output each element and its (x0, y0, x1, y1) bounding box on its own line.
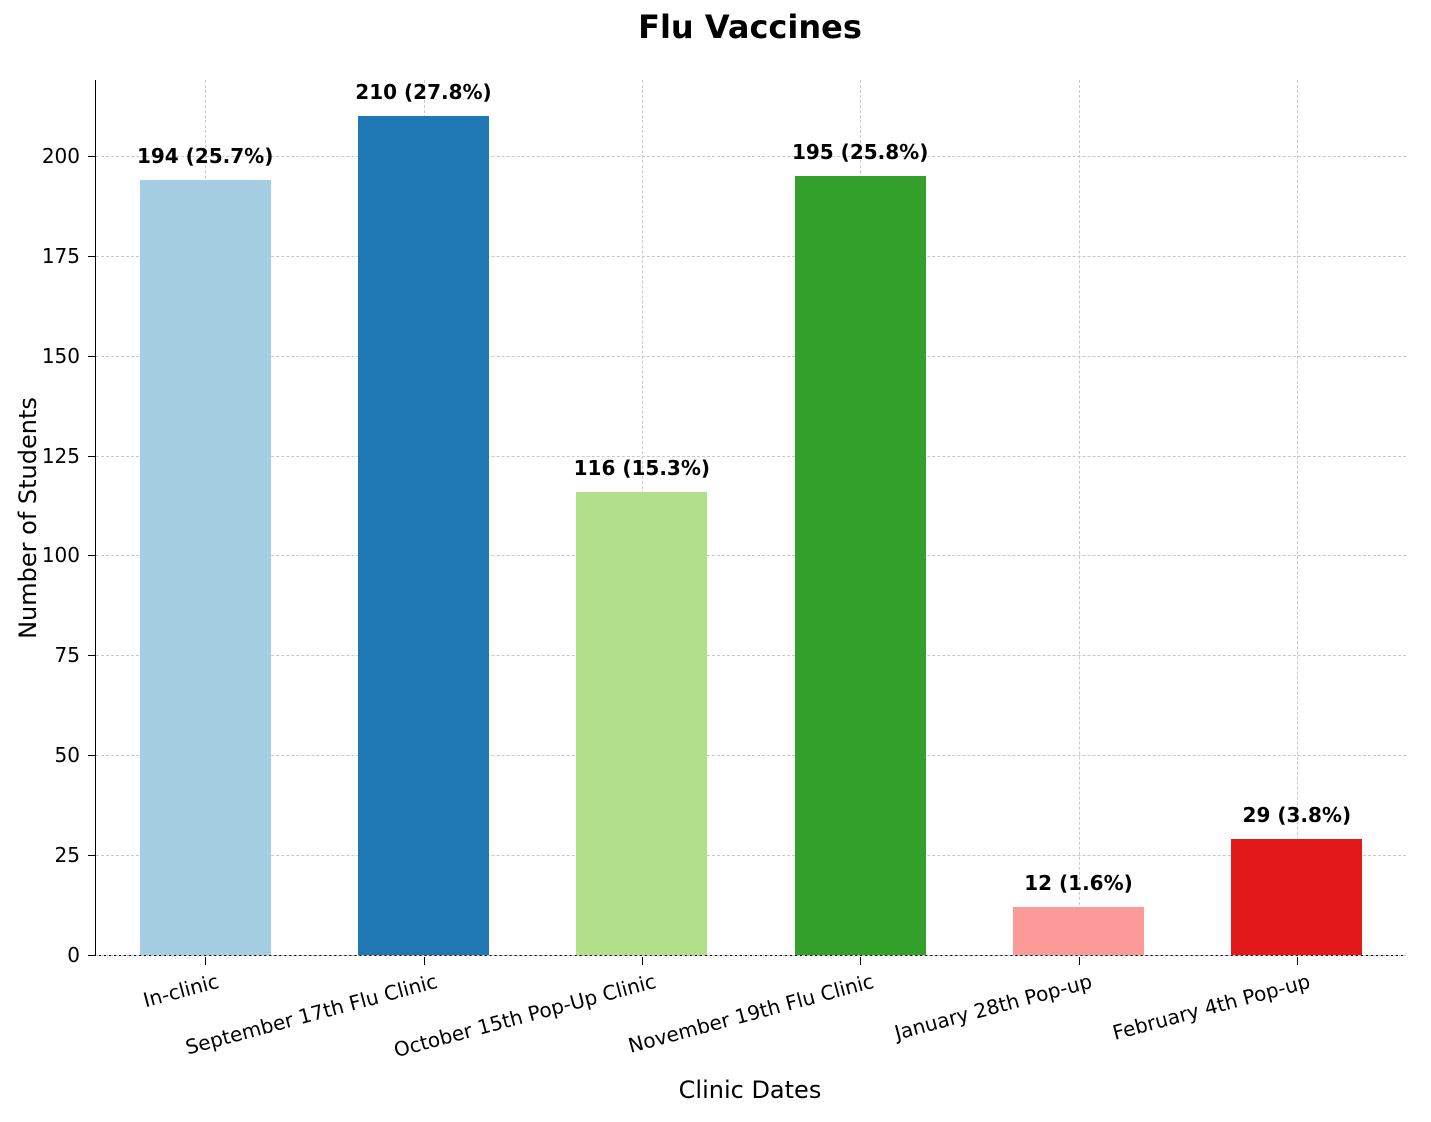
x-tick-mark (1078, 956, 1080, 965)
bar (1013, 907, 1144, 955)
bar (139, 179, 271, 955)
h-gridline (96, 655, 1406, 657)
y-tick-mark (88, 155, 96, 157)
h-gridline (96, 555, 1406, 557)
h-gridline (96, 455, 1406, 457)
x-tick-label: February 4th Pop-up (1110, 969, 1314, 1045)
y-tick-mark (88, 255, 96, 257)
y-tick-label: 50 (54, 743, 80, 768)
x-tick-label: In-clinic (140, 969, 222, 1013)
bar (358, 115, 489, 955)
bar-value-label: 116 (15.3%) (573, 455, 711, 480)
bar-value-label: 194 (25.7%) (136, 143, 274, 168)
y-tick-label: 100 (41, 543, 80, 568)
y-tick-label: 75 (54, 643, 80, 668)
x-tick-mark (860, 956, 862, 965)
bar (794, 175, 926, 955)
x-tick-mark (423, 956, 425, 965)
h-gridline (96, 355, 1406, 357)
bar (576, 491, 708, 955)
x-tick-mark (205, 956, 207, 965)
x-tick-label: January 28th Pop-up (892, 969, 1095, 1045)
y-tick-label: 150 (41, 343, 80, 368)
y-tick-mark (88, 455, 96, 457)
y-tick-label: 125 (41, 443, 80, 468)
y-tick-mark (88, 955, 96, 956)
y-tick-label: 175 (41, 243, 80, 268)
y-tick-mark (88, 555, 96, 557)
x-axis-title: Clinic Dates (678, 1076, 822, 1104)
y-tick-label: 200 (41, 143, 80, 168)
bar-value-label: 195 (25.8%) (791, 139, 929, 164)
y-tick-mark (88, 655, 96, 657)
x-tick-label: November 19th Flu Clinic (625, 969, 877, 1058)
bar-value-label: 210 (27.8%) (355, 79, 492, 104)
v-gridline (1296, 80, 1298, 955)
bar (1231, 839, 1363, 955)
h-gridline (96, 255, 1406, 257)
v-gridline (1078, 80, 1080, 955)
plot-area: 0 25 50 75 100 125 150 175 200 194 (25.7%) In-clin… (42, 79, 1406, 1062)
y-tick-label: 25 (54, 843, 80, 868)
h-gridline (96, 155, 1406, 157)
bar-value-label: 29 (3.8%) (1242, 803, 1352, 828)
y-axis-title: Number of Students (14, 397, 42, 639)
y-tick-mark (88, 755, 96, 757)
bar-value-label: 12 (1.6%) (1024, 871, 1133, 896)
x-tick-mark (1296, 956, 1298, 965)
x-tick-mark (641, 956, 643, 965)
y-tick-label: 0 (67, 943, 80, 967)
h-gridline (96, 755, 1406, 757)
y-tick-mark (88, 355, 96, 357)
h-gridline (96, 955, 1406, 956)
chart-title: Flu Vaccines (638, 8, 862, 46)
y-tick-mark (88, 855, 96, 857)
h-gridline (96, 855, 1406, 857)
